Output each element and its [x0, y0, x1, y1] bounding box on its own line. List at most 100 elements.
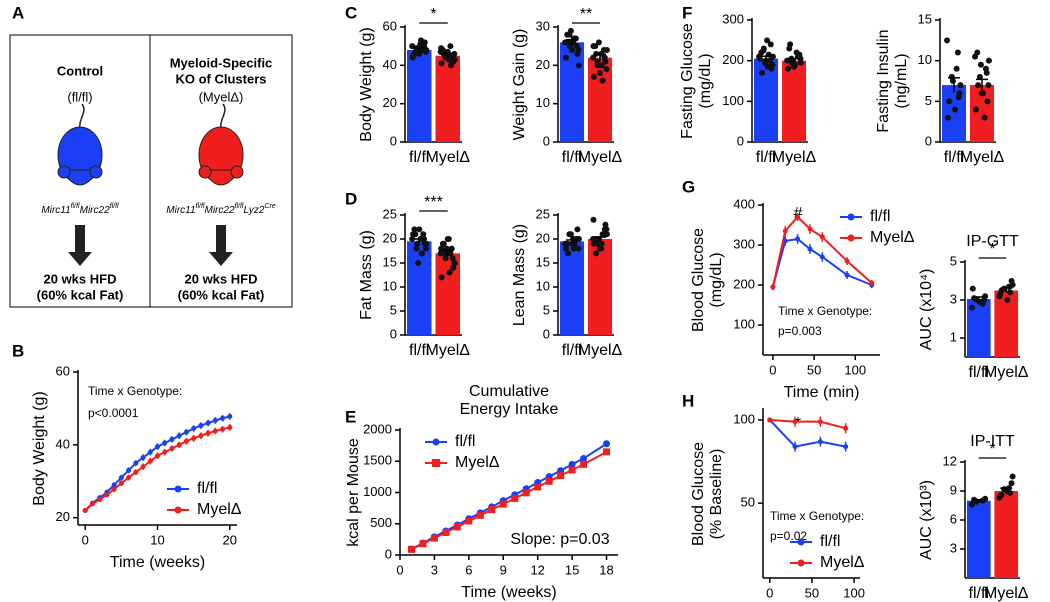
bar	[587, 239, 613, 335]
point	[162, 440, 168, 446]
gene-part: fl/fl	[71, 203, 80, 210]
point	[844, 272, 850, 278]
marker	[534, 483, 542, 491]
annotation: p=0.02	[770, 529, 807, 543]
y-tick-label: 500	[370, 515, 392, 530]
x-tick-label: 18	[599, 562, 613, 577]
annotation: Slope: p=0.03	[510, 531, 609, 548]
gene-part: Mirc11	[41, 205, 70, 216]
data-point	[437, 250, 444, 257]
panel-letter: G	[682, 177, 695, 196]
data-point	[599, 231, 606, 238]
gene-part: fl/fl	[196, 203, 205, 210]
chart-title: IP-ITT	[970, 433, 1015, 450]
data-point	[416, 226, 423, 233]
chart: 0 100 200 300 Fasting Glucose (mg/dL) fl/flMye…	[679, 11, 816, 166]
y-tick-label: 50	[741, 495, 755, 510]
panel-letter: H	[682, 391, 694, 410]
x-tick-label: MyelΔ	[426, 149, 471, 166]
data-point	[574, 226, 581, 233]
diagram-frame	[9, 34, 293, 308]
data-point	[985, 57, 992, 64]
x-tick-label: 0	[766, 585, 773, 600]
y-tick-label: 15	[918, 11, 932, 26]
data-point	[975, 82, 982, 89]
data-point	[1009, 473, 1016, 480]
significance-label: *	[989, 241, 995, 258]
y-tick-label: 25	[383, 206, 397, 221]
data-point	[415, 260, 422, 266]
x-tick-label: 0	[769, 362, 776, 377]
arrow-head	[68, 252, 92, 266]
data-point	[953, 65, 960, 72]
data-point	[597, 70, 603, 76]
y-tick-label: 200	[733, 276, 755, 291]
x-tick-label: 20	[223, 532, 237, 547]
y-tick-label: 60	[56, 363, 70, 378]
x-tick-label: fl/fl	[756, 149, 776, 166]
point	[770, 284, 776, 290]
bar	[406, 50, 432, 142]
data-point	[446, 269, 453, 276]
y-axis-label: Weight Gain (g)	[511, 29, 528, 141]
y-tick-label: 0	[390, 326, 397, 341]
legend-marker	[847, 213, 855, 221]
data-point	[602, 221, 609, 228]
y-tick-label: 20	[383, 230, 397, 245]
marker	[419, 540, 427, 548]
data-point	[971, 295, 978, 302]
x-tick-label: MyelΔ	[578, 342, 623, 359]
x-tick-label: 3	[431, 562, 438, 577]
y-tick-label: 0	[925, 133, 932, 148]
point	[807, 246, 813, 252]
y-tick-label: 0	[390, 133, 397, 148]
mouse-tail	[220, 103, 226, 131]
bar	[966, 299, 991, 357]
data-point	[449, 255, 456, 262]
x-tick-label: fl/fl	[562, 149, 582, 166]
data-point	[438, 45, 445, 52]
gene-part: Mirc22	[80, 205, 110, 216]
legend-marker	[797, 538, 805, 546]
y-tick-label: 300	[722, 11, 744, 26]
data-point	[594, 58, 601, 65]
data-point	[979, 90, 985, 97]
data-point	[565, 250, 572, 257]
y-tick-label: 20	[536, 57, 550, 72]
bar	[406, 241, 432, 335]
y-tick-label: 9	[950, 482, 957, 497]
data-point	[420, 231, 427, 238]
mouse-ear	[89, 165, 103, 179]
marker	[522, 489, 530, 497]
point	[819, 254, 825, 260]
marker	[568, 466, 576, 474]
legend-label: fl/fl	[870, 208, 890, 225]
data-point	[981, 297, 988, 303]
data-point	[590, 43, 597, 50]
y-tick-label: 2000	[363, 421, 392, 436]
data-point	[791, 63, 797, 70]
y-tick-label: 100	[733, 411, 755, 426]
group-genotype: (MyelΔ)	[199, 89, 244, 104]
y-tick-label: 10	[536, 278, 550, 293]
data-point	[946, 98, 953, 105]
gene-label: Mirc11fl/flMirc22fl/fl	[41, 203, 119, 216]
data-point	[759, 69, 766, 76]
y-tick-label: 5	[925, 93, 932, 108]
data-point	[1008, 480, 1015, 487]
significance-label: *	[430, 6, 436, 23]
point	[147, 458, 153, 464]
point	[118, 480, 124, 486]
legend-label: MyelΔ	[820, 554, 865, 571]
point	[191, 425, 197, 431]
data-point	[564, 240, 571, 247]
bar	[994, 491, 1019, 578]
point	[792, 444, 798, 450]
bar	[435, 55, 461, 142]
x-axis-label: Time (weeks)	[461, 584, 556, 601]
y-axis-label: AUC (x10⁴)	[918, 269, 935, 351]
marker	[580, 460, 588, 468]
x-tick-label: 10	[150, 532, 164, 547]
